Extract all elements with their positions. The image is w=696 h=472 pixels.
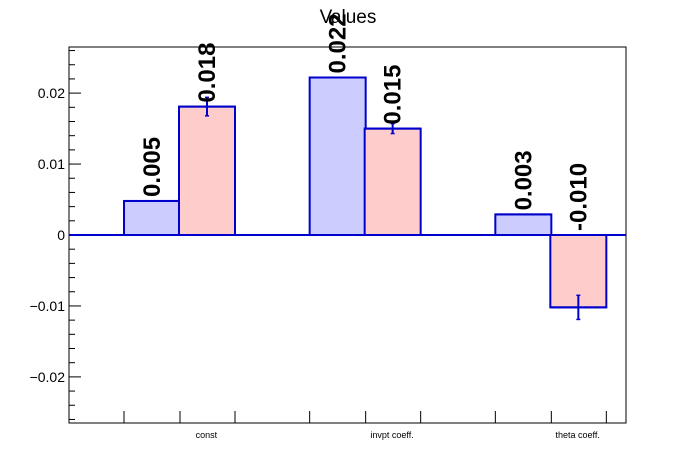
bar <box>178 105 236 236</box>
bar <box>494 213 553 237</box>
bar-value-label: 0.003 <box>510 150 537 210</box>
chart-title: Values <box>320 7 377 28</box>
y-tick-label: −0.01 <box>30 298 66 314</box>
bar-value-label: 0.022 <box>325 13 352 73</box>
x-category-label: invpt coeff. <box>370 430 413 440</box>
y-tick-label: −0.02 <box>30 369 66 385</box>
y-tick-label: 0.01 <box>38 156 65 172</box>
labels: −0.02 −0.01 0 0.01 0.02 const invpt coeff. thet… <box>30 13 600 440</box>
bars <box>69 76 626 321</box>
bar-value-label: 0.015 <box>380 65 407 125</box>
x-category-label: const <box>196 430 218 440</box>
bar <box>363 127 422 236</box>
x-category-label: theta coeff. <box>556 430 600 440</box>
bar <box>308 76 367 236</box>
bar-value-label: 0.018 <box>194 43 221 103</box>
bar-value-label: -0.010 <box>565 163 592 231</box>
bar <box>123 199 181 237</box>
y-tick-label: 0 <box>57 227 65 243</box>
y-tick-label: 0.02 <box>38 85 65 101</box>
bar-value-label: 0.005 <box>139 137 166 197</box>
